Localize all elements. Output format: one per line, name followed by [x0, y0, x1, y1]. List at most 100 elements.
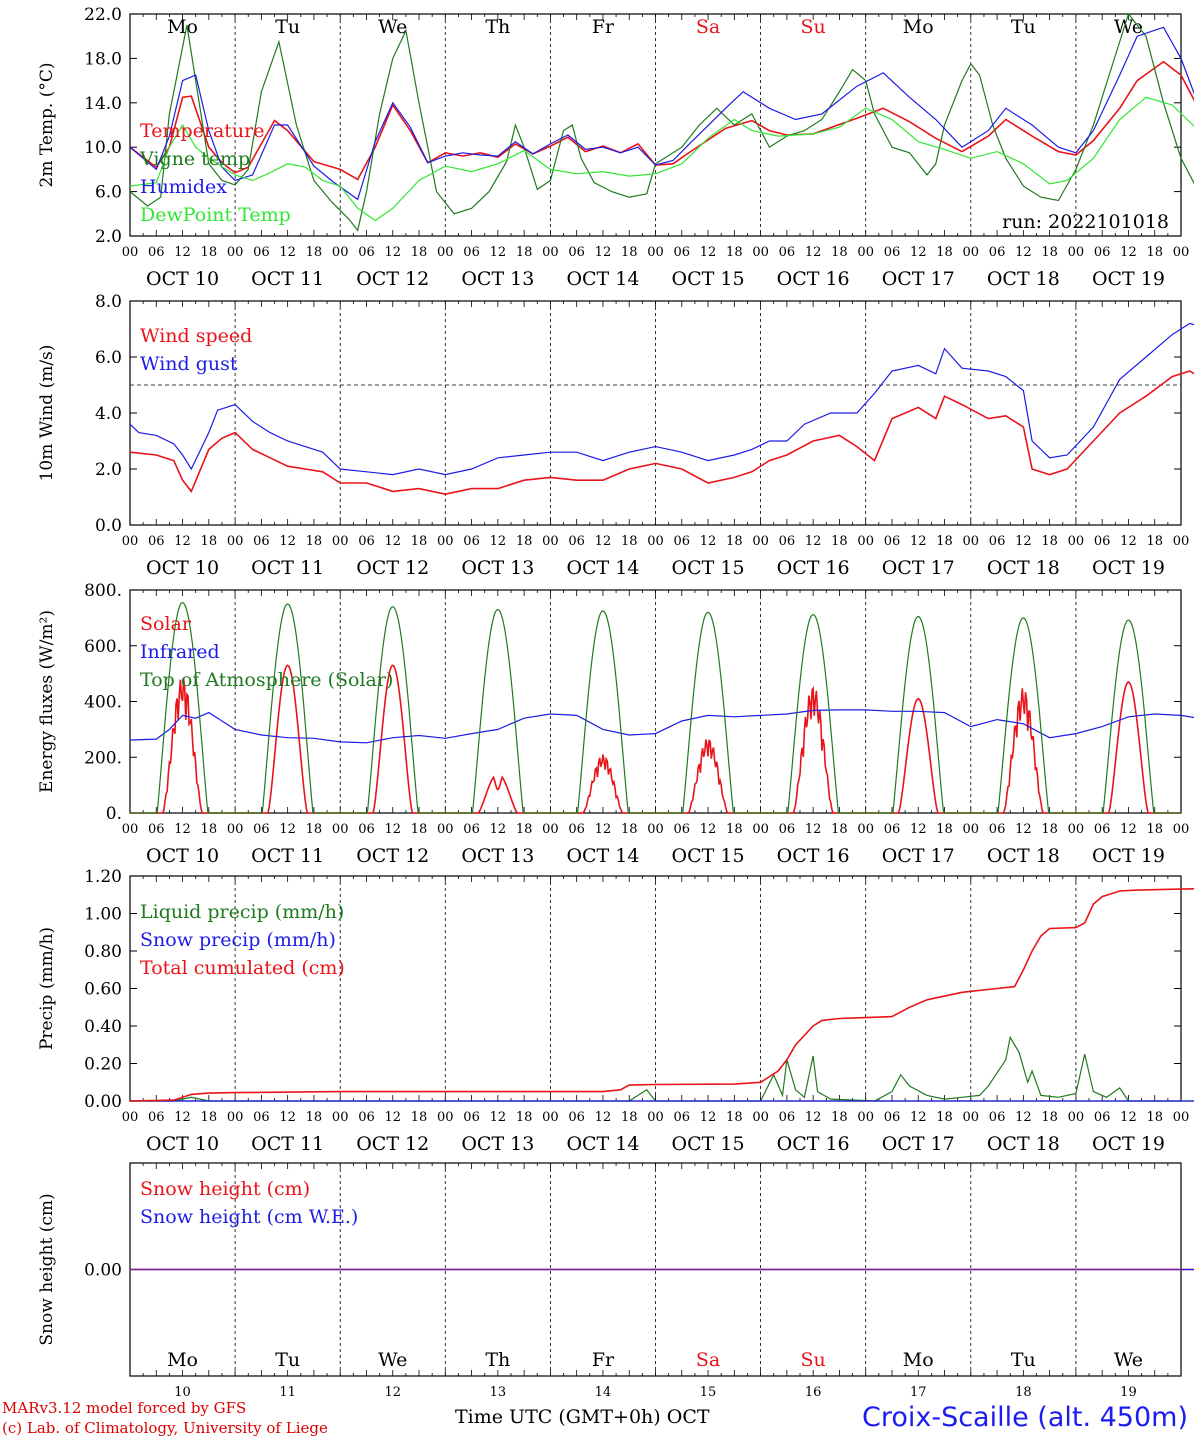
weekday-label: Mo [903, 16, 934, 38]
hour-tick-label: 00 [542, 534, 559, 549]
weekday-label: We [378, 16, 407, 38]
hour-tick-label: 12 [174, 1110, 191, 1125]
hour-tick-label: 00 [437, 245, 454, 260]
hour-tick-label: 18 [1041, 1110, 1058, 1125]
date-label: OCT 18 [987, 268, 1060, 290]
legend-entry: Total cumulated (cm) [140, 957, 345, 979]
hour-tick-label: 12 [490, 822, 507, 837]
weekday-label: Tu [1011, 16, 1036, 38]
hour-tick-label: 12 [1120, 534, 1137, 549]
date-label: OCT 13 [461, 557, 534, 579]
hour-tick-label: 06 [989, 534, 1006, 549]
hour-tick-label: 00 [227, 245, 244, 260]
y-tick-label: 0.00 [84, 1092, 122, 1112]
hour-tick-label: 00 [542, 245, 559, 260]
hour-tick-label: 06 [253, 534, 270, 549]
hour-tick-label: 00 [1173, 534, 1190, 549]
y-tick-label: 10.0 [84, 138, 122, 158]
hour-tick-label: 00 [437, 1110, 454, 1125]
y-tick-label: 2.0 [95, 227, 122, 247]
hour-tick-label: 06 [253, 245, 270, 260]
hour-tick-label: 18 [516, 534, 533, 549]
hour-tick-label: 18 [411, 534, 428, 549]
hour-tick-label: 12 [1015, 245, 1032, 260]
hour-tick-label: 06 [884, 534, 901, 549]
date-label: OCT 16 [777, 845, 850, 867]
weekday-label: Tu [1011, 1349, 1036, 1371]
hour-tick-label: 06 [358, 822, 375, 837]
hour-tick-label: 06 [568, 822, 585, 837]
weekday-label: Fr [592, 16, 615, 38]
hour-tick-label: 06 [1094, 245, 1111, 260]
date-label: OCT 18 [987, 557, 1060, 579]
hour-tick-label: 06 [884, 245, 901, 260]
hour-tick-label: 00 [1173, 822, 1190, 837]
hour-tick-label: 06 [779, 822, 796, 837]
y-tick-label: 18.0 [84, 49, 122, 69]
hour-tick-label: 18 [936, 245, 953, 260]
panel-4: 0.00 0.20 0.40 0.60 0.80 1.00 1.20 Precip (mm/h… [37, 867, 1194, 1155]
month-label: OCT [666, 1406, 710, 1428]
weekday-label: Su [801, 1349, 826, 1371]
hour-tick-label: 18 [306, 245, 323, 260]
weekday-label: Th [485, 16, 510, 38]
date-label: OCT 16 [777, 268, 850, 290]
y-axis-label: Precip (mm/h) [37, 927, 57, 1050]
hour-tick-label: 12 [595, 1110, 612, 1125]
hour-tick-label: 12 [279, 822, 296, 837]
date-label: OCT 14 [566, 845, 639, 867]
date-label: OCT 19 [1092, 268, 1165, 290]
hour-tick-label: 00 [437, 822, 454, 837]
hour-tick-label: 00 [752, 1110, 769, 1125]
hour-tick-label: 12 [279, 1110, 296, 1125]
hour-tick-label: 12 [1120, 822, 1137, 837]
weekday-label: We [1114, 16, 1143, 38]
panel-3: 0. 200. 400. 600. 800. Energy fluxes (W/m²) 00… [37, 581, 1194, 867]
hour-tick-label: 06 [463, 245, 480, 260]
date-label: OCT 17 [882, 845, 955, 867]
hour-tick-label: 06 [1094, 822, 1111, 837]
hour-tick-label: 06 [148, 822, 165, 837]
hour-tick-label: 06 [358, 1110, 375, 1125]
lab-credit: (c) Lab. of Climatology, University of L… [2, 1419, 328, 1437]
hour-tick-label: 18 [726, 534, 743, 549]
hour-tick-label: 12 [174, 822, 191, 837]
weekday-label: Mo [903, 1349, 934, 1371]
hour-tick-label: 00 [752, 534, 769, 549]
y-tick-label: 0.0 [95, 516, 122, 536]
hour-tick-label: 00 [1068, 1110, 1085, 1125]
date-label: OCT 15 [672, 268, 745, 290]
hour-tick-label: 18 [831, 822, 848, 837]
hour-tick-label: 06 [253, 822, 270, 837]
legend-entry: DewPoint Temp [140, 204, 291, 226]
date-label: OCT 12 [356, 268, 429, 290]
date-label: OCT 17 [882, 557, 955, 579]
time-axis-text: Time UTC (GMT+0h) [455, 1406, 661, 1428]
hour-tick-label: 12 [1015, 822, 1032, 837]
series-line [129, 12, 1194, 232]
hour-tick-label: 18 [621, 245, 638, 260]
y-axis-label: 2m Temp. (°C) [37, 62, 57, 187]
weekday-label: Mo [167, 1349, 198, 1371]
legend-entry: Snow precip (mm/h) [140, 929, 336, 951]
weekday-label: Sa [696, 16, 720, 38]
hour-tick-label: 06 [1094, 1110, 1111, 1125]
legend-entry: Wind speed [140, 325, 252, 347]
panel-1: 2.0 6.0 10.0 14.0 18.0 22.0 2m Temp. (°C) 00 06 1… [37, 5, 1194, 290]
date-label: OCT 17 [882, 1133, 955, 1155]
y-tick-label: 6.0 [95, 183, 122, 203]
date-label: OCT 19 [1092, 845, 1165, 867]
date-label: OCT 19 [1092, 557, 1165, 579]
date-label: OCT 13 [461, 845, 534, 867]
date-label: OCT 10 [146, 268, 219, 290]
legend-entry: Snow height (cm W.E.) [140, 1206, 358, 1228]
run-annotation: run: 2022101018 [1002, 211, 1169, 233]
hour-tick-label: 18 [726, 822, 743, 837]
hour-tick-label: 00 [647, 822, 664, 837]
hour-tick-label: 18 [726, 1110, 743, 1125]
date-label: OCT 14 [566, 557, 639, 579]
weekday-label: Tu [275, 16, 300, 38]
hour-tick-label: 06 [358, 534, 375, 549]
hour-tick-label: 06 [148, 534, 165, 549]
day-number-label: 17 [910, 1385, 927, 1400]
